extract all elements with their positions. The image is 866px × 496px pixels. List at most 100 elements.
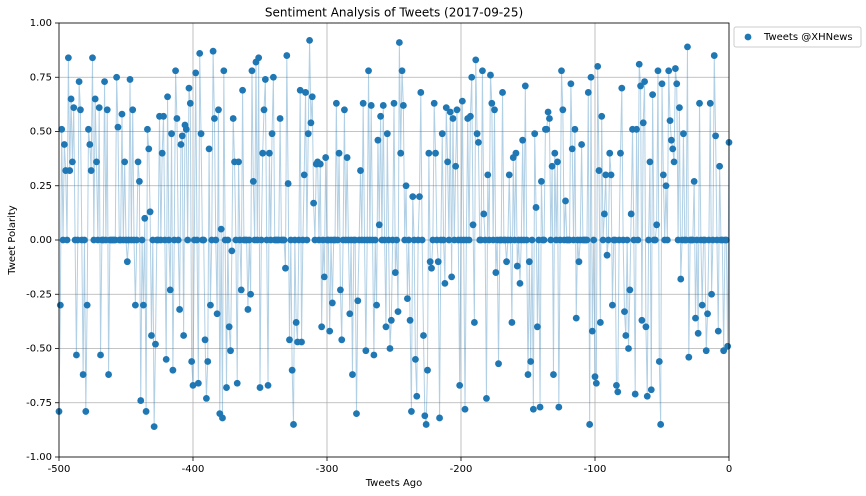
point [430, 99, 438, 107]
point [215, 106, 222, 114]
point [704, 310, 711, 318]
point [113, 73, 121, 81]
point [677, 275, 685, 283]
point [280, 236, 288, 244]
point [261, 76, 269, 83]
point [469, 221, 477, 229]
point [306, 36, 313, 44]
point [382, 323, 390, 331]
point [521, 82, 529, 90]
point [591, 373, 599, 381]
point [529, 405, 537, 413]
point [468, 73, 476, 81]
point [354, 297, 362, 305]
point [588, 327, 596, 335]
point [712, 132, 719, 140]
point [633, 125, 640, 133]
point [265, 149, 273, 157]
point [201, 336, 209, 344]
point [567, 80, 575, 88]
point [399, 102, 407, 109]
point [245, 236, 253, 244]
point [248, 67, 256, 75]
point [58, 125, 66, 133]
point [103, 106, 111, 114]
point [302, 89, 309, 96]
point [607, 171, 615, 179]
point [82, 408, 90, 415]
point [219, 414, 226, 422]
point [284, 180, 292, 187]
point [684, 43, 691, 51]
point [516, 280, 524, 287]
point [491, 106, 498, 114]
point [626, 286, 634, 294]
point [575, 258, 583, 266]
point [546, 115, 553, 122]
point [375, 221, 383, 229]
point [316, 160, 324, 168]
point [578, 141, 585, 148]
point [586, 421, 594, 428]
point [395, 39, 403, 46]
point [438, 130, 446, 138]
point [217, 225, 225, 233]
point [466, 112, 474, 120]
point [408, 408, 415, 415]
point [692, 314, 699, 322]
point [524, 371, 532, 378]
point [665, 67, 673, 75]
point [137, 397, 145, 404]
point [166, 286, 174, 294]
point [422, 421, 430, 428]
point [669, 145, 677, 153]
point [638, 316, 646, 324]
point [720, 347, 728, 355]
point [144, 125, 151, 133]
point [659, 171, 667, 179]
point [655, 358, 663, 365]
point [292, 319, 300, 326]
point [255, 54, 263, 62]
point [196, 49, 204, 57]
point [436, 414, 443, 422]
point [448, 273, 456, 281]
point [653, 221, 661, 229]
point [60, 141, 68, 148]
point [85, 125, 92, 133]
point [346, 310, 354, 318]
point [602, 171, 610, 179]
point [249, 178, 257, 185]
point [623, 236, 631, 244]
point [320, 273, 328, 281]
point [335, 149, 343, 157]
point [672, 65, 679, 72]
point [268, 130, 276, 138]
point [428, 264, 435, 272]
point [499, 89, 506, 96]
point [442, 104, 450, 112]
point [617, 149, 624, 157]
point [152, 340, 159, 348]
point [288, 366, 296, 374]
x-tick-label: -200 [450, 464, 473, 475]
point [646, 158, 654, 166]
point [200, 236, 208, 244]
point [445, 236, 453, 244]
point [158, 149, 166, 157]
point [165, 236, 173, 244]
point [694, 329, 702, 337]
point [528, 236, 536, 244]
point [182, 125, 190, 133]
point [247, 290, 255, 298]
point [290, 421, 297, 428]
point [458, 97, 466, 105]
y-tick-label: 1.00 [30, 18, 52, 29]
x-tick-label: -400 [182, 464, 205, 475]
point [461, 405, 469, 413]
point [322, 154, 330, 161]
point [708, 290, 715, 298]
point [186, 99, 194, 107]
point [300, 171, 308, 179]
point [654, 67, 662, 75]
